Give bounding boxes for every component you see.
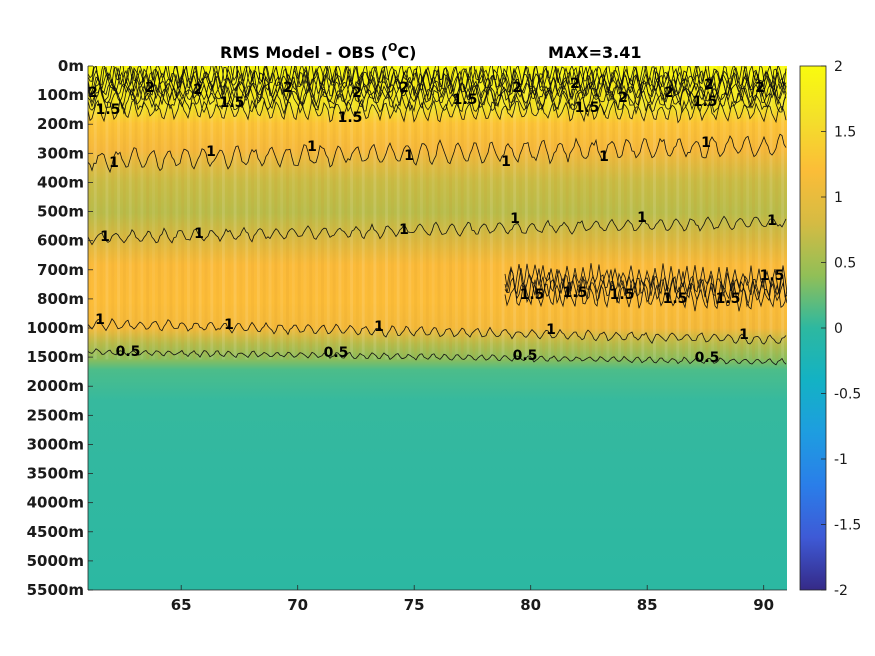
contour-line bbox=[88, 78, 787, 109]
contour-label: 1 bbox=[599, 149, 609, 165]
contour-label: 0.5 bbox=[513, 348, 538, 364]
colorbar-tick-label: 0.5 bbox=[834, 256, 856, 272]
contour-label: 1 bbox=[546, 322, 556, 338]
plot-area: 0.5 0.5 0.5 0.5 1 1 1 1 1 1 1 1 1 1 1 1 1 1 1 1 1 1 1.5 1.5 1.5 1… bbox=[87, 66, 787, 591]
contour-line bbox=[504, 279, 787, 312]
contour-label: 1.5 bbox=[760, 268, 785, 284]
contour-line bbox=[88, 318, 787, 345]
contour-label: 0.5 bbox=[695, 350, 720, 366]
contour-label: 2 bbox=[145, 80, 155, 96]
y-tick-label: 2500m bbox=[27, 406, 84, 424]
contour-line bbox=[88, 348, 787, 366]
contour-label: 1.5 bbox=[663, 291, 688, 307]
contour-label: 1.5 bbox=[520, 287, 545, 303]
contour-label: 1 bbox=[510, 211, 520, 227]
y-tick-label: 600m bbox=[37, 232, 84, 250]
y-tick-label: 700m bbox=[37, 261, 84, 279]
contour-label: 1 bbox=[100, 229, 110, 245]
y-tick-label: 0m bbox=[58, 57, 84, 75]
x-tick-label: 65 bbox=[171, 596, 192, 614]
colorbar-tick-label: -1 bbox=[834, 452, 848, 468]
contour-line bbox=[88, 215, 787, 246]
contour-label: 1 bbox=[95, 312, 105, 328]
y-tick-label: 500m bbox=[37, 203, 84, 221]
contour-line bbox=[88, 133, 787, 174]
contour-label: 1 bbox=[501, 154, 511, 170]
contour-label: 1 bbox=[224, 317, 234, 333]
contour-label: 2 bbox=[399, 80, 409, 96]
contour-label: 1 bbox=[767, 213, 777, 229]
contour-label: 0.5 bbox=[324, 345, 349, 361]
contour-line bbox=[88, 85, 787, 118]
chart-title: RMS Model - OBS (OC) bbox=[220, 41, 416, 62]
y-tick-label: 4500m bbox=[27, 523, 84, 541]
y-tick-label: 3000m bbox=[27, 435, 84, 453]
contour-label: 0.5 bbox=[116, 344, 141, 360]
contour-label: 1.5 bbox=[610, 287, 635, 303]
contour-label: 1.5 bbox=[453, 92, 478, 108]
colorbar: 2 1.5 1 0.5 0 -0.5 -1 -1.5 -2 bbox=[799, 59, 861, 599]
field-background bbox=[88, 66, 787, 590]
contour-label: 1 bbox=[399, 222, 409, 238]
contour-label: 2 bbox=[283, 80, 293, 96]
colorbar-tick-label: 0 bbox=[834, 321, 843, 337]
x-tick-label: 85 bbox=[637, 596, 658, 614]
contour-label: 1 bbox=[404, 148, 414, 164]
contour-label: 1 bbox=[739, 327, 749, 343]
x-tick-label: 75 bbox=[404, 596, 425, 614]
contour-label: 1 bbox=[637, 210, 647, 226]
colorbar-tick-label: 2 bbox=[834, 59, 843, 75]
contour-label: 1.5 bbox=[693, 94, 718, 110]
contour-label: 1.5 bbox=[220, 95, 245, 111]
y-tick-label: 5000m bbox=[27, 552, 84, 570]
y-tick-label: 400m bbox=[37, 173, 84, 191]
contour-label: 1.5 bbox=[338, 110, 363, 126]
contour-label: 2 bbox=[664, 85, 674, 101]
colorbar-tick-label: -1.5 bbox=[834, 518, 861, 534]
y-tick-label: 1000m bbox=[27, 319, 84, 337]
colorbar-tick-label: 1 bbox=[834, 190, 843, 206]
contour-label: 1 bbox=[374, 319, 384, 335]
y-tick-label: 200m bbox=[37, 115, 84, 133]
contour-label: 1 bbox=[109, 155, 119, 171]
contour-line bbox=[504, 275, 787, 308]
contour-label: 2 bbox=[618, 90, 628, 106]
y-tick-label: 100m bbox=[37, 86, 84, 104]
x-tick-label: 70 bbox=[287, 596, 308, 614]
contour-label: 2 bbox=[88, 85, 98, 101]
contour-label: 1.5 bbox=[563, 285, 588, 301]
contour-line bbox=[88, 66, 787, 87]
contour-label: 1.5 bbox=[575, 100, 600, 116]
y-tick-label: 800m bbox=[37, 290, 84, 308]
contour-label: 2 bbox=[512, 80, 522, 96]
contour-line bbox=[504, 263, 787, 295]
y-tick-label: 5500m bbox=[27, 581, 84, 599]
contour-label: 2 bbox=[755, 80, 765, 96]
contour-label: 1 bbox=[307, 139, 317, 155]
contour-label: 1.5 bbox=[96, 102, 121, 118]
contour-label: 2 bbox=[704, 77, 714, 93]
contour-line bbox=[88, 97, 787, 124]
contour-label: 2 bbox=[352, 85, 362, 101]
colorbar-tick-label: -2 bbox=[834, 583, 848, 599]
contour-label: 1 bbox=[194, 226, 204, 242]
contour-label: 1.5 bbox=[716, 291, 741, 307]
contour-label: 2 bbox=[570, 76, 580, 92]
max-label: MAX=3.41 bbox=[548, 43, 642, 62]
contour-label: 1 bbox=[206, 144, 216, 160]
y-tick-label: 300m bbox=[37, 144, 84, 162]
contour-label: 1 bbox=[701, 135, 711, 151]
contour-line bbox=[88, 83, 787, 112]
colorbar-tick-label: -0.5 bbox=[834, 387, 861, 403]
x-tick-label: 90 bbox=[753, 596, 774, 614]
colorbar-tick-label: 1.5 bbox=[834, 125, 856, 141]
y-tick-label: 1500m bbox=[27, 348, 84, 366]
y-tick-label: 3500m bbox=[27, 465, 84, 483]
y-tick-label: 4000m bbox=[27, 494, 84, 512]
x-tick-label: 80 bbox=[520, 596, 541, 614]
y-tick-label: 2000m bbox=[27, 377, 84, 395]
contour-label: 2 bbox=[193, 82, 203, 98]
